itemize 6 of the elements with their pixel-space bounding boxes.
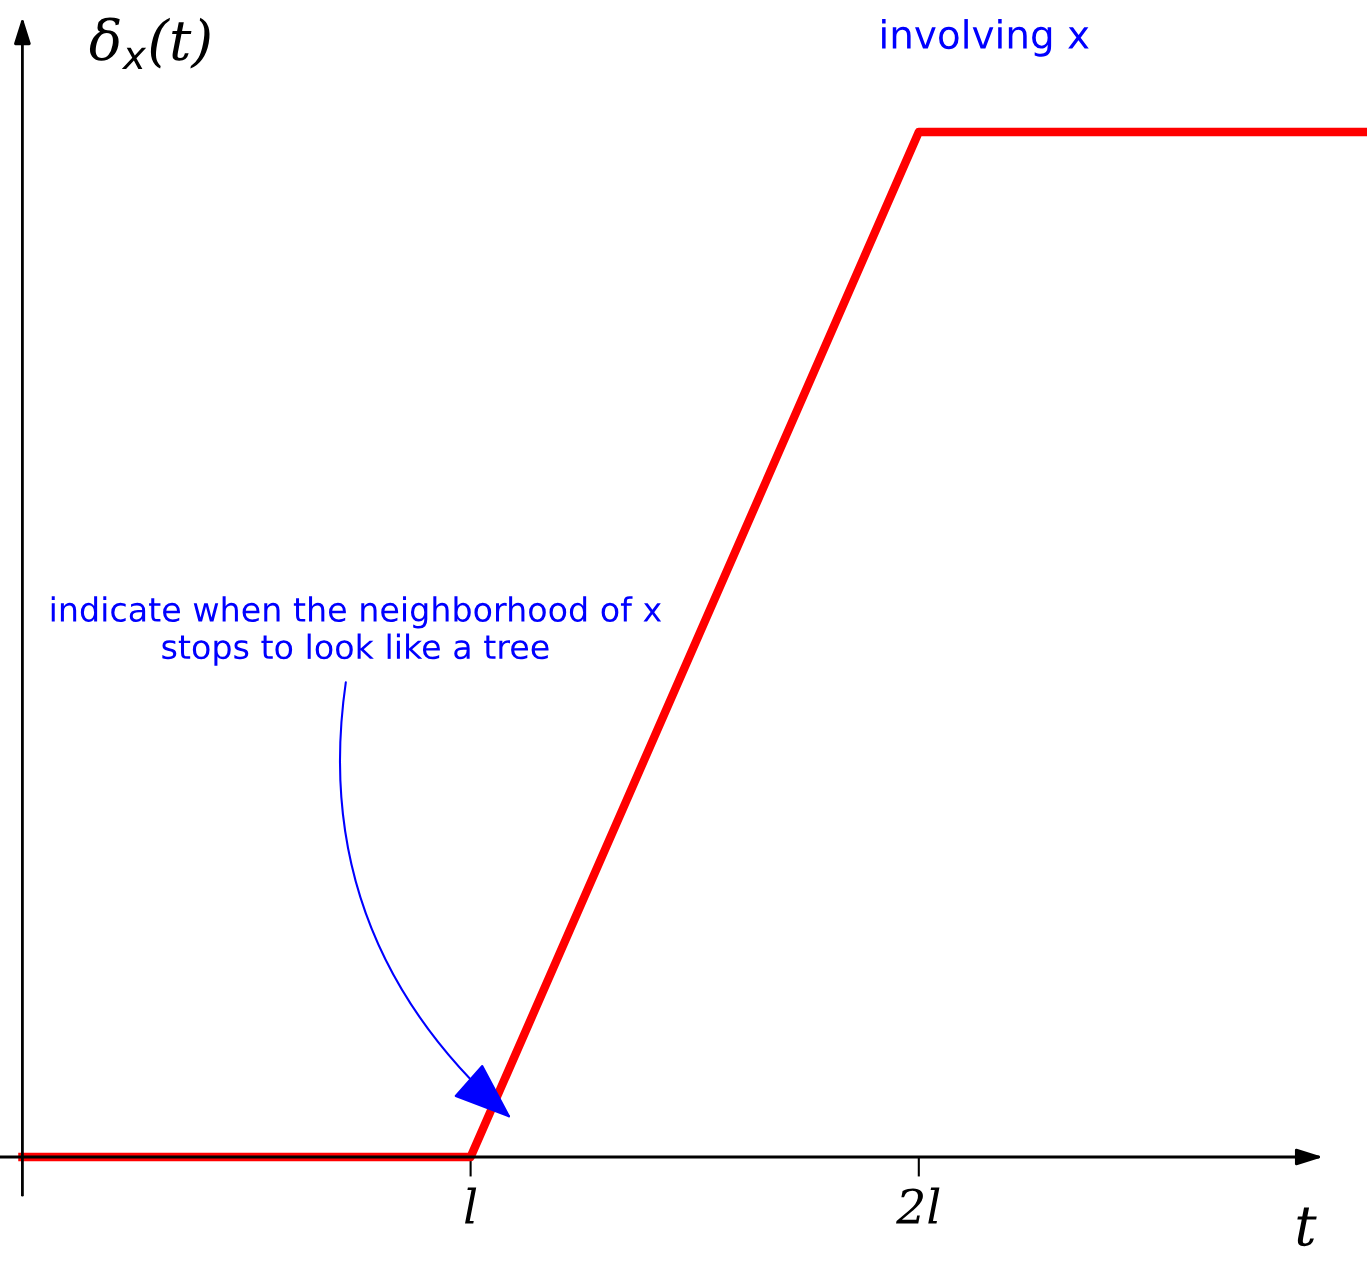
text: involving x [882, 19, 1089, 57]
annotation: indicate when the neighborhood of x stops to look like a tree [51, 596, 662, 666]
x-axis-title: t [1297, 1207, 1317, 1247]
y-axis-title: δ$_{x}$(t) [89, 17, 210, 70]
x-tick-label: l [465, 1187, 477, 1224]
x-tick-label: 2l [896, 1187, 940, 1224]
